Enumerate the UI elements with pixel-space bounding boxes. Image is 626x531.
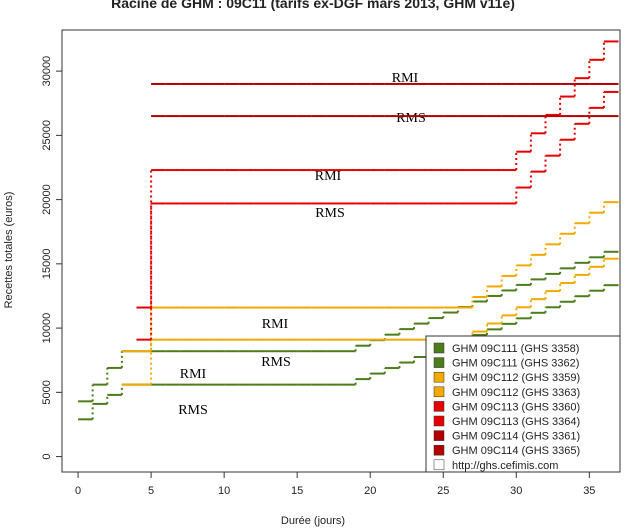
legend-note: http://ghs.cefimis.com (452, 460, 558, 472)
annotation: RMI (180, 367, 207, 382)
annotation: RMI (315, 169, 342, 184)
y-tick-label: 10000 (41, 313, 53, 344)
legend-swatch (433, 401, 445, 412)
legend-label: GHM 09C112 (GHS 3359) (452, 372, 580, 384)
legend-swatch (433, 357, 445, 368)
legend-label: GHM 09C112 (GHS 3363) (452, 387, 580, 399)
x-tick-label: 15 (291, 485, 303, 497)
annotation: RMS (178, 403, 208, 418)
annotation: RMS (315, 206, 345, 221)
x-tick-label: 30 (510, 485, 522, 497)
legend-swatch (433, 430, 445, 441)
legend-label: GHM 09C113 (GHS 3360) (452, 401, 580, 413)
annotation: RMI (392, 71, 419, 86)
legend-label: GHM 09C114 (GHS 3365) (452, 445, 580, 457)
legend-label: GHM 09C111 (GHS 3358) (452, 343, 579, 355)
y-tick-label: 5000 (41, 380, 53, 404)
legend-box (425, 335, 621, 473)
legend-label: GHM 09C114 (GHS 3361) (452, 431, 580, 443)
x-tick-label: 0 (75, 485, 81, 497)
annotation: RMI (262, 317, 289, 332)
legend-swatch (433, 386, 445, 398)
y-tick-label: 20000 (41, 184, 53, 215)
y-axis-label: Recettes totales (euros) (3, 192, 15, 309)
chart-title: Racine de GHM : 09C11 (tarifs ex-DGF mar… (111, 0, 515, 11)
x-axis-label: Durée (jours) (281, 515, 345, 527)
legend-label: GHM 09C111 (GHS 3362) (452, 358, 579, 370)
y-tick-label: 15000 (41, 249, 53, 280)
legend-swatch (433, 415, 445, 427)
legend-swatch (433, 371, 445, 383)
y-tick-label: 0 (41, 454, 53, 460)
x-tick-label: 5 (148, 485, 154, 497)
x-tick-label: 20 (364, 485, 376, 497)
legend-swatch (433, 444, 445, 456)
x-tick-label: 25 (437, 485, 449, 497)
plot-frame (61, 29, 621, 473)
legend-swatch (433, 459, 445, 471)
legend-label: GHM 09C113 (GHS 3364) (452, 416, 580, 428)
annotation: RMS (261, 355, 291, 370)
annotation: RMS (396, 111, 426, 126)
y-tick-label: 30000 (41, 56, 53, 87)
x-tick-label: 35 (583, 485, 595, 497)
y-tick-label: 25000 (41, 120, 53, 151)
x-tick-label: 10 (218, 485, 230, 497)
legend-swatch (433, 342, 445, 354)
